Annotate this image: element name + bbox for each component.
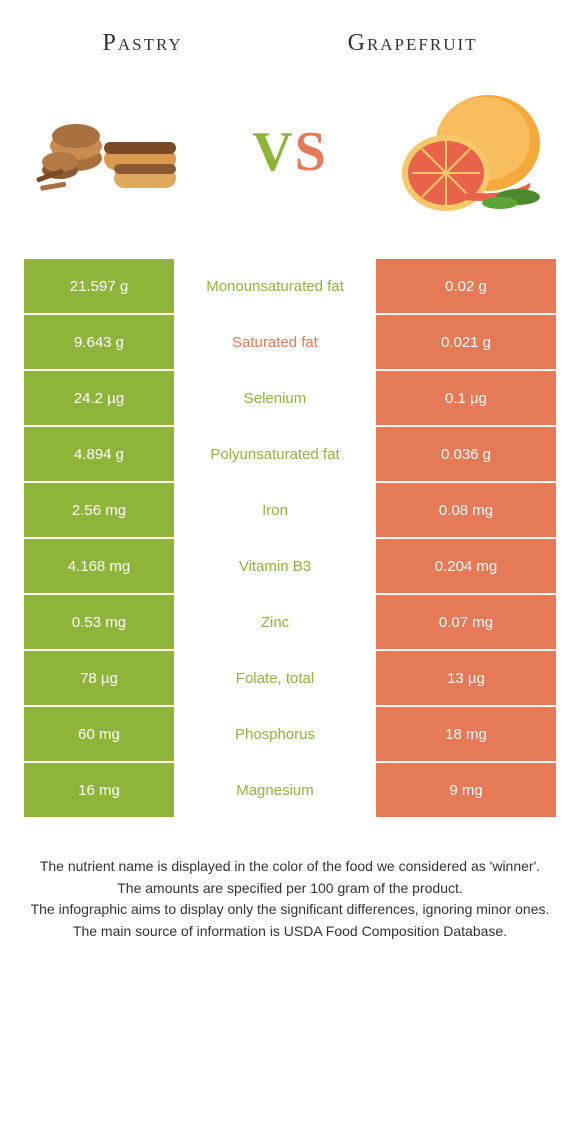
right-value-cell: 0.021 g — [376, 315, 556, 369]
table-row: 16 mgMagnesium9 mg — [24, 761, 556, 817]
right-value-cell: 18 mg — [376, 707, 556, 761]
footer-line: The main source of information is USDA F… — [30, 922, 550, 942]
table-row: 4.168 mgVitamin B30.204 mg — [24, 537, 556, 593]
right-value-cell: 0.08 mg — [376, 483, 556, 537]
right-value-cell: 0.204 mg — [376, 539, 556, 593]
nutrient-name-cell: Polyunsaturated fat — [174, 427, 376, 481]
left-value-cell: 21.597 g — [24, 259, 174, 313]
nutrient-name-cell: Folate, total — [174, 651, 376, 705]
nutrient-name-cell: Monounsaturated fat — [174, 259, 376, 313]
left-value-cell: 4.168 mg — [24, 539, 174, 593]
table-row: 0.53 mgZinc0.07 mg — [24, 593, 556, 649]
hero-row: VS — [0, 67, 580, 247]
footer-notes: The nutrient name is displayed in the co… — [0, 817, 580, 941]
nutrient-name-cell: Zinc — [174, 595, 376, 649]
right-value-cell: 0.02 g — [376, 259, 556, 313]
right-value-cell: 0.036 g — [376, 427, 556, 481]
table-row: 21.597 gMonounsaturated fat0.02 g — [24, 257, 556, 313]
left-value-cell: 0.53 mg — [24, 595, 174, 649]
nutrient-name-cell: Selenium — [174, 371, 376, 425]
left-value-cell: 24.2 µg — [24, 371, 174, 425]
nutrient-name-cell: Phosphorus — [174, 707, 376, 761]
table-row: 78 µgFolate, total13 µg — [24, 649, 556, 705]
left-value-cell: 9.643 g — [24, 315, 174, 369]
titles-row: Pastry Grapefruit — [0, 0, 580, 67]
vs-s: S — [295, 121, 328, 183]
nutrient-name-cell: Saturated fat — [174, 315, 376, 369]
table-row: 4.894 gPolyunsaturated fat0.036 g — [24, 425, 556, 481]
nutrient-table: 21.597 gMonounsaturated fat0.02 g9.643 g… — [24, 257, 556, 817]
nutrient-name-cell: Iron — [174, 483, 376, 537]
grapefruit-image — [390, 87, 550, 217]
vs-label: VS — [252, 120, 328, 184]
left-value-cell: 4.894 g — [24, 427, 174, 481]
left-value-cell: 2.56 mg — [24, 483, 174, 537]
nutrient-name-cell: Vitamin B3 — [174, 539, 376, 593]
right-value-cell: 0.1 µg — [376, 371, 556, 425]
table-row: 60 mgPhosphorus18 mg — [24, 705, 556, 761]
footer-line: The nutrient name is displayed in the co… — [30, 857, 550, 877]
right-value-cell: 13 µg — [376, 651, 556, 705]
left-value-cell: 60 mg — [24, 707, 174, 761]
left-value-cell: 78 µg — [24, 651, 174, 705]
right-value-cell: 0.07 mg — [376, 595, 556, 649]
footer-line: The amounts are specified per 100 gram o… — [30, 879, 550, 899]
right-title: Grapefruit — [348, 30, 478, 57]
footer-line: The infographic aims to display only the… — [30, 900, 550, 920]
pastry-image — [30, 87, 190, 217]
nutrient-name-cell: Magnesium — [174, 763, 376, 817]
vs-v: V — [252, 121, 294, 183]
table-row: 24.2 µgSelenium0.1 µg — [24, 369, 556, 425]
left-title: Pastry — [102, 30, 182, 57]
left-value-cell: 16 mg — [24, 763, 174, 817]
right-value-cell: 9 mg — [376, 763, 556, 817]
table-row: 9.643 gSaturated fat0.021 g — [24, 313, 556, 369]
table-row: 2.56 mgIron0.08 mg — [24, 481, 556, 537]
